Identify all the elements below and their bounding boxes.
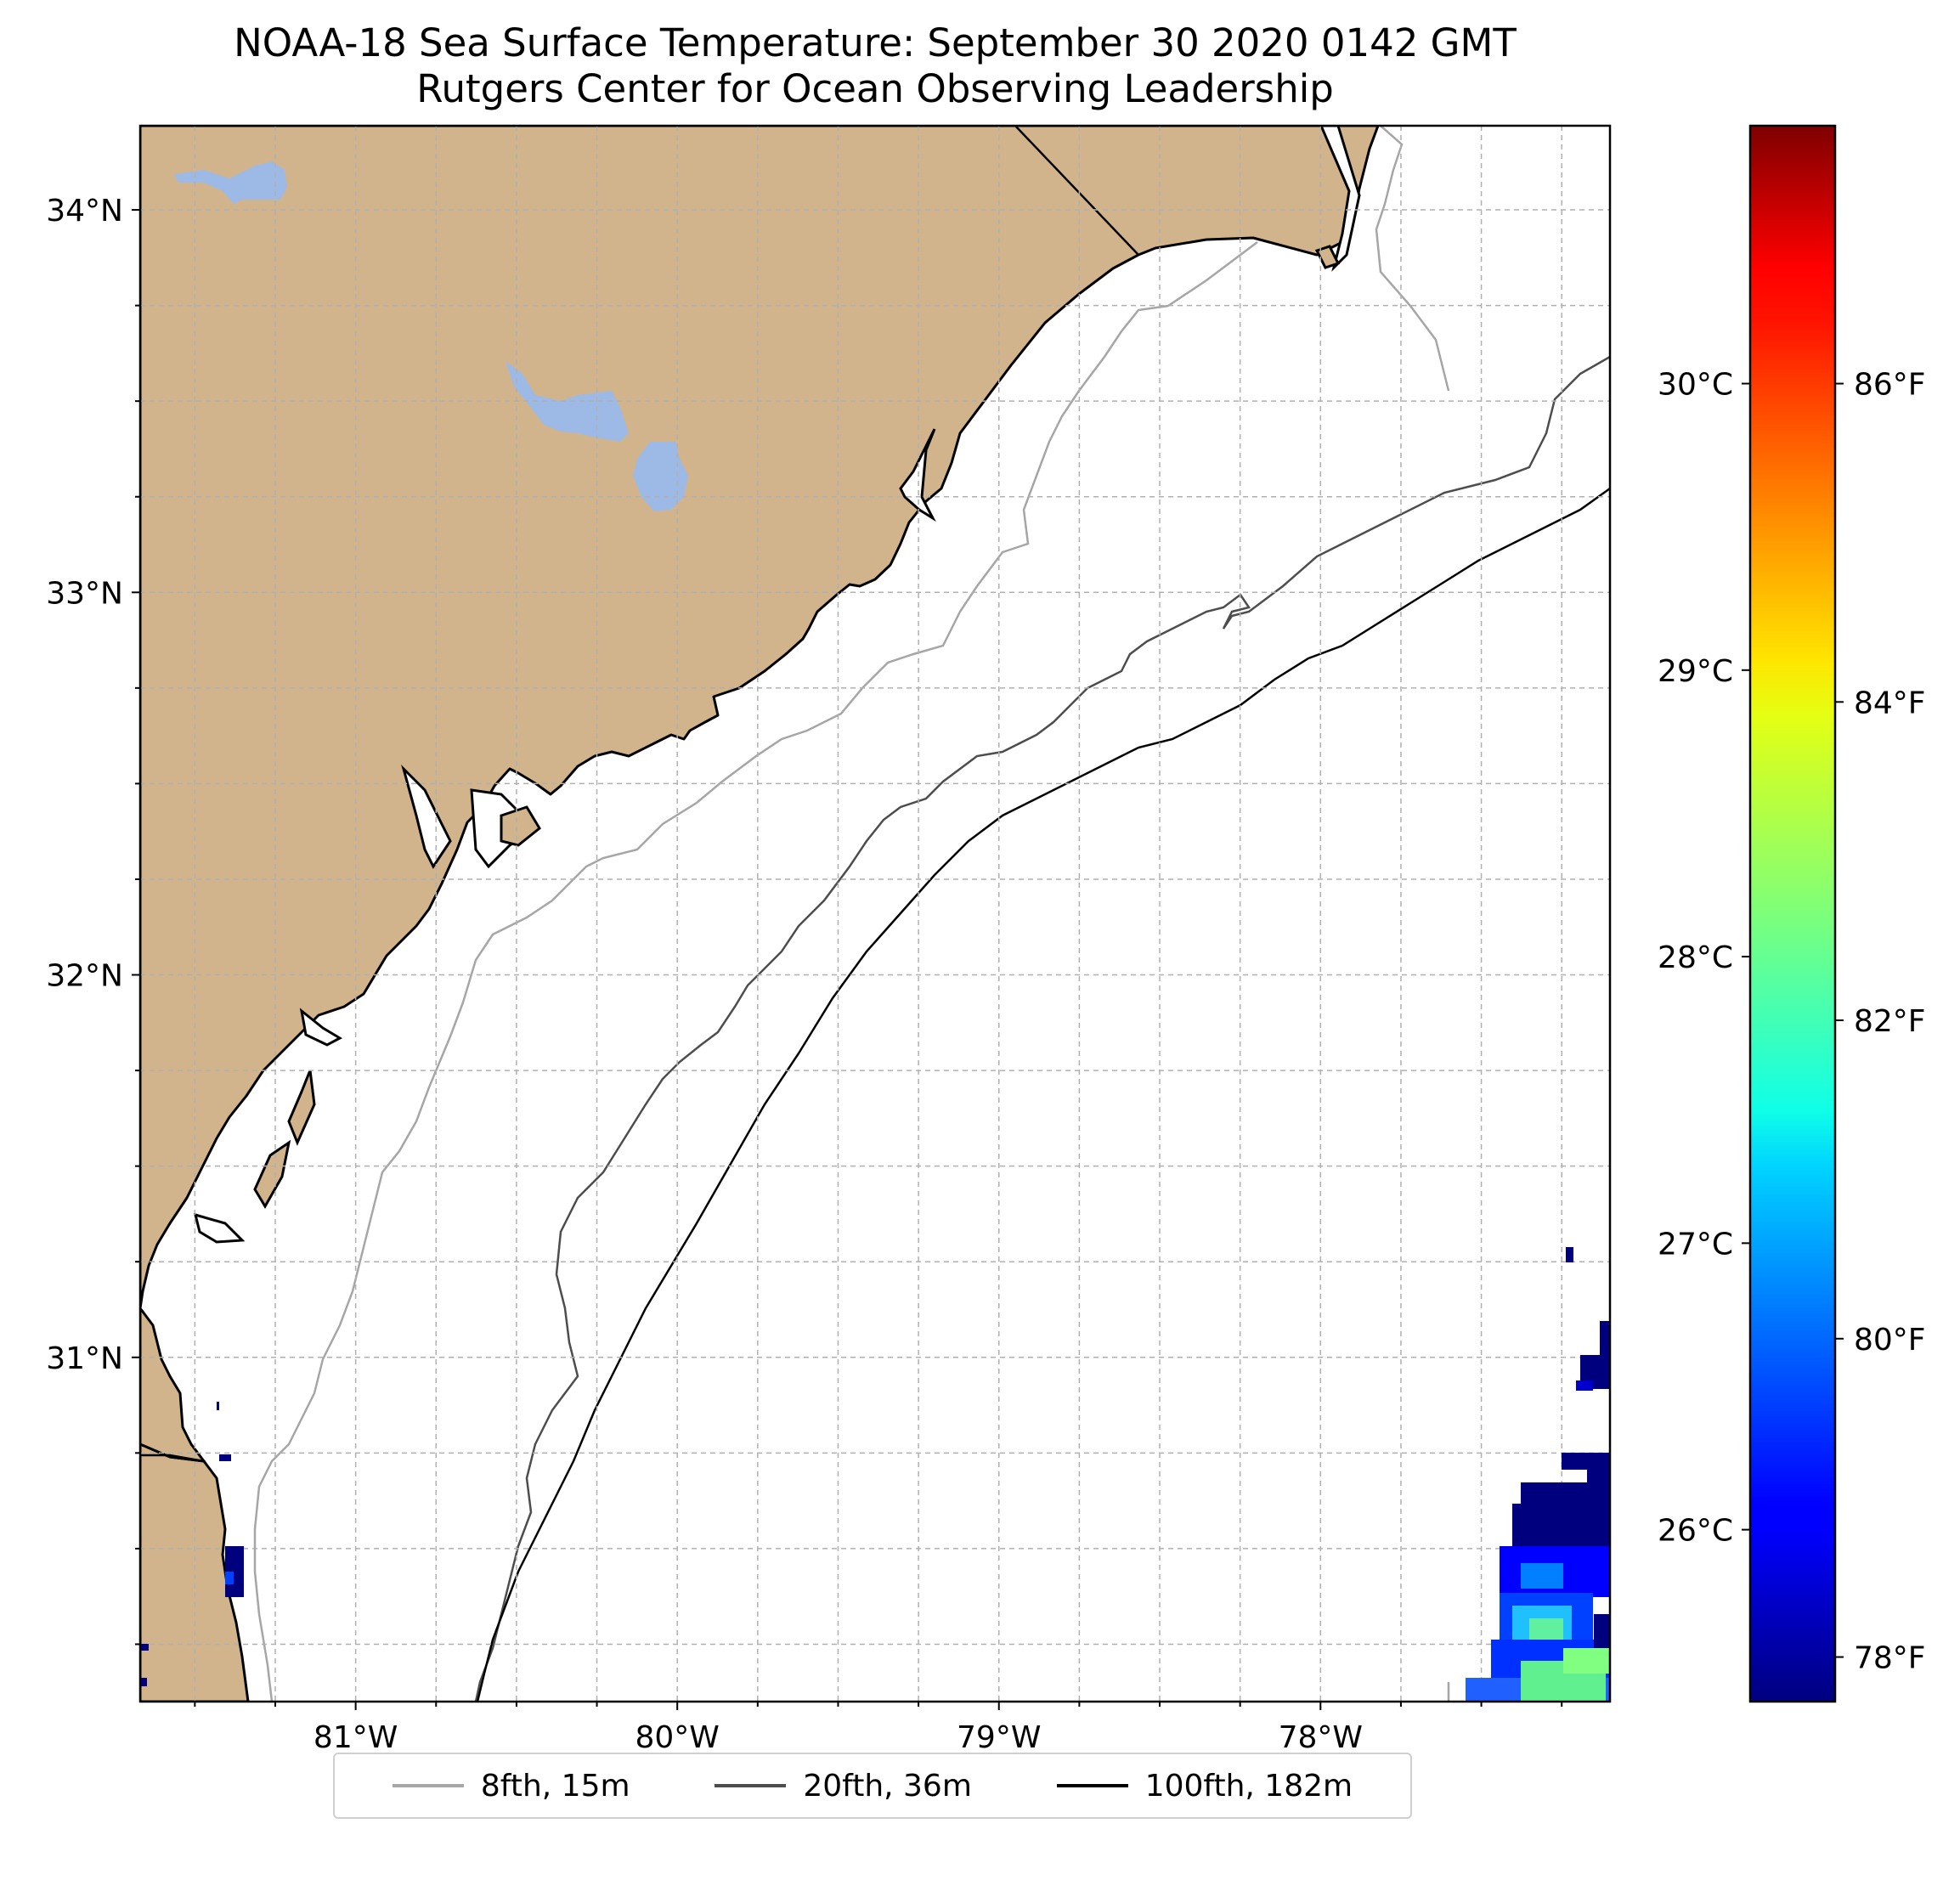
isobath-8fth — [253, 126, 1450, 1702]
legend-line-20fth — [715, 1784, 787, 1787]
lat-tick-label: 33°N — [46, 576, 123, 611]
colorbar — [1748, 124, 1837, 1703]
gridlines — [140, 126, 1610, 1702]
isobath-legend: 8fth, 15m 20fth, 36m 100fth, 182m — [333, 1753, 1412, 1819]
estuary — [401, 764, 452, 869]
legend-label-20fth: 20fth, 36m — [803, 1768, 972, 1804]
state-border — [140, 1454, 205, 1463]
legend-item-20fth: 20fth, 36m — [715, 1769, 972, 1804]
barrier-island — [500, 805, 541, 847]
lake — [174, 161, 287, 204]
legend-label-100fth: 100fth, 182m — [1144, 1768, 1353, 1804]
isobath-100fth — [476, 487, 1610, 1702]
celsius-tick-label: 29°C — [1658, 654, 1733, 689]
lat-tick-label: 31°N — [46, 1341, 123, 1376]
legend-line-100fth — [1056, 1784, 1128, 1787]
celsius-tick-label: 27°C — [1658, 1227, 1733, 1262]
barrier-island — [1314, 245, 1341, 269]
fahrenheit-tick-label: 84°F — [1854, 686, 1926, 720]
fahrenheit-tick-label: 82°F — [1854, 1004, 1926, 1039]
celsius-tick-label: 26°C — [1658, 1514, 1733, 1549]
state-border — [1014, 126, 1139, 256]
fahrenheit-tick-label: 86°F — [1854, 368, 1926, 403]
lon-tick-label: 79°W — [957, 1720, 1041, 1755]
fahrenheit-tick-label: 78°F — [1854, 1641, 1926, 1676]
map-panel — [140, 126, 1610, 1702]
lon-tick-label: 80°W — [635, 1720, 719, 1755]
legend-item-100fth: 100fth, 182m — [1056, 1768, 1353, 1804]
barrier-island — [253, 1139, 291, 1209]
celsius-tick-label: 30°C — [1658, 368, 1733, 403]
fahrenheit-tick-label: 80°F — [1854, 1323, 1926, 1358]
isobath-20fth — [474, 355, 1610, 1702]
estuary — [1319, 126, 1361, 272]
chart-subtitle: Rutgers Center for Ocean Observing Leade… — [416, 66, 1334, 111]
map-frame — [138, 124, 1612, 1703]
lat-tick-label: 34°N — [46, 194, 123, 229]
sst-pixels — [140, 1247, 1610, 1702]
legend-line-8fth — [392, 1784, 464, 1787]
colorbar-axes: 30°C 29°C 28°C 27°C 26°C 86°F 84°F 82°F 80°F 78°F — [1658, 368, 1925, 1676]
legend-label-8fth: 8fth, 15m — [480, 1768, 630, 1804]
lon-tick-label: 78°W — [1279, 1720, 1363, 1755]
estuary — [299, 1008, 343, 1047]
lake — [506, 361, 629, 442]
lon-tick-label: 81°W — [313, 1720, 398, 1755]
legend-item-8fth: 8fth, 15m — [392, 1768, 630, 1804]
estuary — [193, 1212, 246, 1244]
chart-title: NOAA-18 Sea Surface Temperature: Septemb… — [234, 20, 1517, 65]
lake — [633, 442, 688, 511]
barrier-island — [287, 1070, 316, 1146]
celsius-tick-label: 28°C — [1658, 940, 1733, 975]
lat-tick-label: 32°N — [46, 959, 123, 994]
map-axes: 81°W 80°W 79°W 78°W 34°N 33°N 32°N 31°N — [46, 194, 1563, 1755]
estuary — [899, 428, 936, 522]
